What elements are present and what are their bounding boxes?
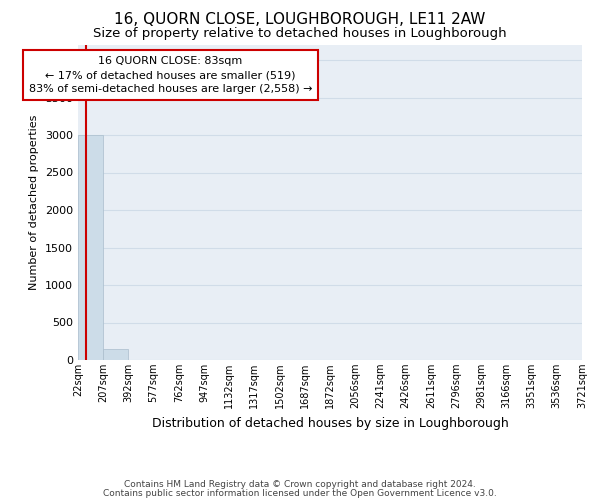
Text: Contains HM Land Registry data © Crown copyright and database right 2024.: Contains HM Land Registry data © Crown c… xyxy=(124,480,476,489)
Y-axis label: Number of detached properties: Number of detached properties xyxy=(29,115,40,290)
Text: Size of property relative to detached houses in Loughborough: Size of property relative to detached ho… xyxy=(93,28,507,40)
Bar xyxy=(103,349,128,360)
Text: Contains public sector information licensed under the Open Government Licence v3: Contains public sector information licen… xyxy=(103,488,497,498)
Bar xyxy=(78,135,103,360)
Text: 16 QUORN CLOSE: 83sqm
← 17% of detached houses are smaller (519)
83% of semi-det: 16 QUORN CLOSE: 83sqm ← 17% of detached … xyxy=(29,56,312,94)
Text: 16, QUORN CLOSE, LOUGHBOROUGH, LE11 2AW: 16, QUORN CLOSE, LOUGHBOROUGH, LE11 2AW xyxy=(115,12,485,28)
X-axis label: Distribution of detached houses by size in Loughborough: Distribution of detached houses by size … xyxy=(152,416,508,430)
